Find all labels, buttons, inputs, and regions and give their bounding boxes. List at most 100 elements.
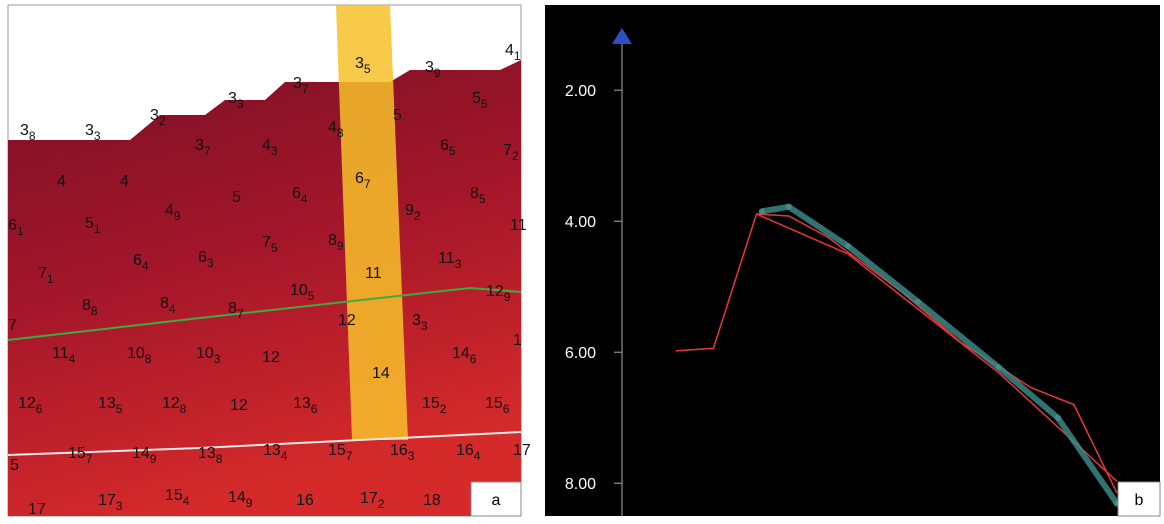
label-value: 10 [290, 282, 308, 299]
label-value: 12 [162, 395, 180, 412]
label-sub: 9 [246, 496, 253, 510]
label-value: 17 [513, 442, 531, 459]
label-value: 17 [98, 492, 116, 509]
label-value: 12 [230, 397, 248, 414]
label-sub: 5 [481, 97, 488, 111]
label-sub: 3 [94, 129, 101, 143]
map-label: 7 [8, 317, 17, 334]
label-sub: 2 [440, 402, 447, 416]
map-label: 16 [296, 492, 314, 509]
label-sub: 2 [159, 114, 166, 128]
label-value: 16 [456, 442, 474, 459]
label-sub: 6 [503, 402, 510, 416]
label-value: 13 [263, 442, 281, 459]
label-value: 16 [296, 492, 314, 509]
map-label: 18 [423, 492, 441, 509]
label-sub: 9 [504, 290, 511, 304]
label-sub: 1 [47, 272, 54, 286]
label-value: 11 [510, 217, 527, 234]
label-value: 12 [18, 395, 36, 412]
label-sub: 5 [479, 192, 486, 206]
point [845, 243, 851, 249]
label-value: 3 [228, 90, 237, 107]
point [1055, 415, 1061, 421]
map-label: 12 [262, 349, 280, 366]
y-tick-label: 4.00 [565, 214, 596, 231]
label-sub: 9 [150, 452, 157, 466]
label-sub: 7 [346, 449, 353, 463]
label-sub: 3 [421, 319, 428, 333]
point [759, 208, 765, 214]
label-sub: 2 [512, 149, 519, 163]
label-value: 13 [98, 395, 116, 412]
label-value: 15 [328, 442, 346, 459]
map-label: 4 [120, 173, 129, 190]
y-tick-label: 8.00 [565, 476, 596, 493]
label-sub: 7 [364, 177, 371, 191]
label-value: 4 [165, 202, 174, 219]
label-sub: 3 [116, 499, 123, 513]
label-value: 4 [57, 173, 66, 190]
label-value: 3 [412, 312, 421, 329]
label-value: 5 [232, 189, 241, 206]
map-label: 12 [338, 312, 356, 329]
label-value: 3 [20, 122, 29, 139]
label-value: 13 [293, 395, 311, 412]
panel-b: 2.004.006.008.00 b [545, 5, 1160, 516]
label-value: 15 [68, 445, 86, 462]
label-sub: 3 [207, 256, 214, 270]
map-label: 5 [10, 457, 19, 474]
label-sub: 8 [337, 126, 344, 140]
label-sub: 4 [183, 494, 190, 508]
label-sub: 3 [455, 257, 462, 271]
label-value: 1 [513, 332, 522, 349]
plot-area [545, 5, 1160, 516]
label-value: 18 [423, 492, 441, 509]
label-sub: 3 [271, 144, 278, 158]
label-value: 6 [292, 185, 301, 202]
label-sub: 1 [94, 222, 101, 236]
label-value: 4 [120, 173, 129, 190]
label-sub: 6 [36, 402, 43, 416]
label-value: 8 [160, 295, 169, 312]
figure: 3833323337353941374348555444956467926572… [0, 0, 1164, 519]
label-sub: 4 [69, 352, 76, 366]
label-sub: 5 [271, 241, 278, 255]
label-sub: 5 [449, 144, 456, 158]
panel-label: a [492, 492, 501, 509]
label-sub: 8 [29, 129, 36, 143]
label-sub: 4 [474, 449, 481, 463]
label-sub: 1 [514, 49, 521, 63]
label-sub: 3 [237, 97, 244, 111]
label-value: 12 [262, 349, 280, 366]
label-sub: 6 [470, 352, 477, 366]
label-sub: 6 [311, 402, 318, 416]
map-label: 11 [510, 217, 527, 234]
label-sub: 9 [337, 239, 344, 253]
label-value: 9 [405, 202, 414, 219]
label-value: 5 [393, 107, 402, 124]
label-value: 6 [355, 170, 364, 187]
label-sub: 4 [281, 449, 288, 463]
label-value: 7 [8, 317, 17, 334]
point [786, 204, 792, 210]
label-sub: 4 [169, 302, 176, 316]
label-sub: 9 [174, 209, 181, 223]
label-sub: 7 [302, 82, 309, 96]
label-value: 3 [85, 122, 94, 139]
label-value: 8 [328, 232, 337, 249]
label-sub: 5 [308, 289, 315, 303]
label-sub: 5 [116, 402, 123, 416]
label-value: 8 [82, 297, 91, 314]
label-sub: 8 [145, 352, 152, 366]
label-value: 11 [438, 250, 455, 267]
label-value: 14 [132, 445, 150, 462]
label-value: 13 [198, 445, 216, 462]
label-sub: 3 [408, 449, 415, 463]
label-sub: 8 [91, 304, 98, 318]
label-value: 4 [505, 42, 514, 59]
label-value: 14 [452, 345, 470, 362]
label-value: 10 [127, 345, 145, 362]
label-sub: 7 [86, 452, 93, 466]
